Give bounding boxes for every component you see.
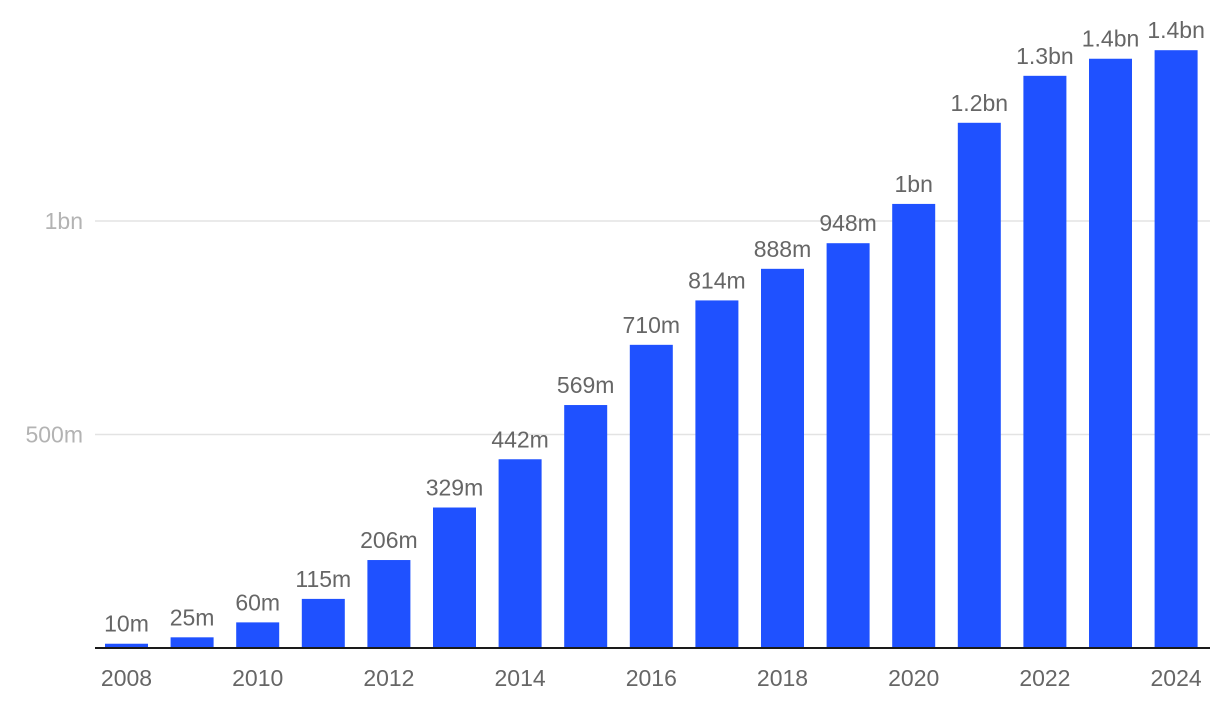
data-label-2019: 948m bbox=[819, 210, 877, 236]
x-tick-label: 2016 bbox=[626, 665, 677, 691]
bar-2019 bbox=[826, 243, 870, 649]
y-axis-tick-labels: 500m 1bn bbox=[25, 208, 83, 448]
bars bbox=[105, 50, 1198, 649]
data-label-2021: 1.2bn bbox=[951, 90, 1009, 116]
x-axis-tick-labels: 2008 2010 2012 2014 2016 2018 2020 2022 2024 bbox=[101, 665, 1202, 691]
bar-2022 bbox=[1023, 75, 1067, 648]
bar-2008 bbox=[105, 643, 148, 648]
bar-2013 bbox=[433, 507, 476, 648]
bar-2015 bbox=[564, 405, 608, 648]
data-label-2020: 1bn bbox=[895, 171, 933, 197]
bar-2011 bbox=[301, 598, 345, 648]
x-tick-label: 2018 bbox=[757, 665, 808, 691]
x-tick-label: 2022 bbox=[1019, 665, 1070, 691]
bar-2009 bbox=[170, 637, 214, 648]
data-label-2012: 206m bbox=[360, 527, 418, 553]
bar-2021 bbox=[957, 122, 1001, 649]
data-label-2016: 710m bbox=[623, 312, 681, 338]
data-labels: 10m 25m 60m 115m 206m 329m 442m 569m 710m 814m 888… bbox=[104, 17, 1205, 637]
bar-2010 bbox=[236, 622, 280, 648]
x-tick-label: 2012 bbox=[363, 665, 414, 691]
data-label-2024: 1.4bn bbox=[1147, 17, 1205, 43]
x-tick-label: 2014 bbox=[495, 665, 546, 691]
bar-2023 bbox=[1089, 58, 1132, 649]
data-label-2023: 1.4bn bbox=[1082, 26, 1140, 52]
data-label-2011: 115m bbox=[295, 566, 351, 592]
bar-2018 bbox=[761, 268, 804, 648]
data-label-2008: 10m bbox=[104, 611, 149, 637]
data-label-2014: 442m bbox=[491, 426, 549, 452]
data-label-2015: 569m bbox=[557, 372, 615, 398]
data-label-2022: 1.3bn bbox=[1016, 43, 1074, 69]
bar-2014 bbox=[498, 459, 542, 648]
x-tick-label: 2020 bbox=[888, 665, 939, 691]
y-tick-label: 1bn bbox=[45, 208, 83, 234]
x-tick-label: 2010 bbox=[232, 665, 283, 691]
bar-2016 bbox=[629, 344, 673, 648]
x-tick-label: 2008 bbox=[101, 665, 152, 691]
data-label-2018: 888m bbox=[754, 236, 812, 262]
bar-2012 bbox=[367, 560, 411, 648]
bar-2017 bbox=[695, 300, 739, 648]
data-label-2010: 60m bbox=[235, 589, 280, 615]
data-label-2017: 814m bbox=[688, 267, 746, 293]
data-label-2009: 25m bbox=[170, 604, 215, 630]
data-label-2013: 329m bbox=[426, 475, 484, 501]
bar-2024 bbox=[1154, 50, 1198, 648]
y-tick-label: 500m bbox=[25, 422, 83, 448]
bar-2020 bbox=[892, 203, 936, 649]
x-tick-label: 2024 bbox=[1151, 665, 1202, 691]
